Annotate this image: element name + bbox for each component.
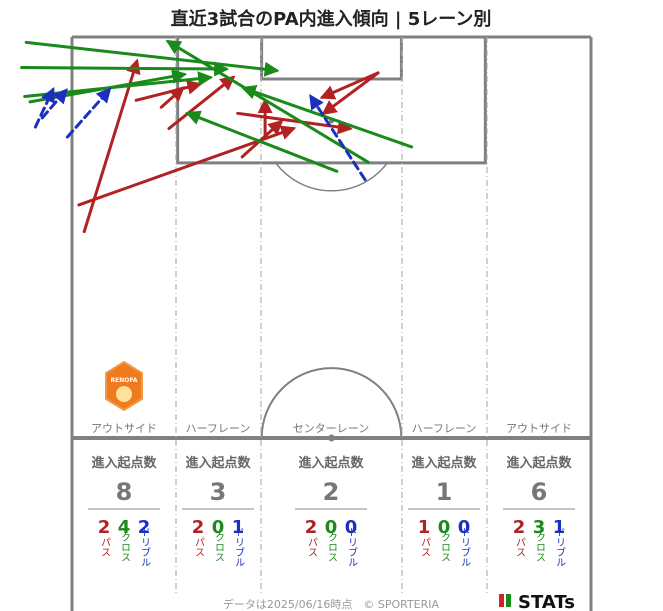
count-dribble: 1: [553, 517, 566, 538]
stats-logo-mark-red: [499, 594, 504, 607]
count-pass-label: パス: [419, 537, 431, 557]
count-cross: 0: [212, 517, 225, 538]
lane-label: アウトサイド: [506, 422, 572, 435]
lane-label: ハーフレーン: [412, 422, 477, 435]
entry-arrow-pass: [167, 75, 236, 131]
count-pass-label: パス: [99, 537, 111, 557]
count-dribble-label: ドリブル: [346, 527, 358, 567]
count-total: 2: [323, 478, 340, 506]
count-pass: 1: [418, 517, 431, 538]
entry-arrow-cross: [24, 40, 280, 77]
footer-credit: データは2025/06/16時点 © SPORTERIA: [223, 597, 440, 611]
team-logo-text: RENOFA: [111, 377, 138, 384]
count-cross-label: クロス: [119, 532, 130, 562]
entry-arrows: [20, 40, 414, 234]
centre-circle: [260, 367, 403, 439]
entry-arrow-pass: [240, 119, 284, 159]
penalty-area: [176, 37, 487, 165]
centre-spot: [328, 434, 335, 442]
count-pass: 2: [192, 517, 205, 538]
count-dribble: 0: [458, 517, 471, 538]
count-cross: 0: [438, 517, 451, 538]
count-header: 進入起点数: [298, 455, 364, 471]
entry-arrow-dribble: [40, 88, 68, 120]
entry-arrow-cross: [240, 85, 414, 149]
stats-logo: STATs: [499, 592, 575, 611]
entry-arrow-pass: [321, 71, 380, 116]
count-pass-label: パス: [306, 537, 318, 557]
count-total: 8: [116, 478, 133, 506]
lane-label: ハーフレーン: [186, 422, 251, 435]
goal-area: [260, 37, 403, 81]
count-total: 1: [436, 478, 453, 506]
entry-arrow-pass: [134, 79, 203, 102]
count-dribble-label: ドリブル: [139, 527, 151, 567]
count-cross-label: クロス: [326, 532, 337, 562]
count-dribble: 1: [232, 517, 245, 538]
count-cross-label: クロス: [213, 532, 224, 562]
count-pass-label: パス: [514, 537, 526, 557]
count-cross: 3: [533, 517, 546, 538]
count-header: 進入起点数: [411, 455, 477, 471]
stats-logo-mark-green: [506, 594, 511, 607]
stats-brand: STATs: [518, 592, 575, 611]
lane-label: アウトサイド: [91, 422, 157, 435]
team-logo: RENOFA: [105, 360, 143, 412]
lane-labels: アウトサイド ハーフレーン センターレーン ハーフレーン アウトサイド: [91, 422, 572, 435]
count-pass: 2: [305, 517, 318, 538]
entry-arrow-pass: [159, 86, 185, 109]
count-dribble-label: ドリブル: [554, 527, 566, 567]
count-cross: 4: [118, 517, 131, 538]
count-header: 進入起点数: [506, 455, 572, 471]
count-dribble: 2: [138, 517, 151, 538]
chart-title: 直近3試合のPA内進入傾向 | 5レーン別: [171, 8, 492, 30]
penalty-arc: [275, 162, 388, 192]
count-total: 3: [210, 478, 227, 506]
entry-arrow-cross: [165, 40, 370, 164]
entry-arrow-cross: [28, 69, 188, 104]
count-header: 進入起点数: [185, 455, 251, 471]
count-cross-label: クロス: [534, 532, 545, 562]
entry-arrow-pass: [319, 71, 380, 100]
lane-counts: 進入起点数82パス4クロス2ドリブル進入起点数32パス0クロス1ドリブル進入起点…: [88, 455, 575, 567]
count-dribble: 0: [345, 517, 358, 538]
count-pass: 2: [98, 517, 111, 538]
count-pass: 2: [513, 517, 526, 538]
count-cross-label: クロス: [439, 532, 450, 562]
lane-label: センターレーン: [293, 422, 369, 435]
count-dribble-label: ドリブル: [233, 527, 245, 567]
entry-arrow-pass: [82, 58, 141, 234]
entry-arrow-pass: [236, 111, 353, 135]
entry-arrow-cross: [20, 61, 230, 77]
entry-arrow-dribble: [33, 86, 55, 129]
entry-arrow-dribble: [65, 87, 112, 139]
count-total: 6: [531, 478, 548, 506]
entry-arrow-cross: [185, 110, 339, 173]
count-dribble-label: ドリブル: [459, 527, 471, 567]
count-header: 進入起点数: [91, 455, 157, 471]
count-cross: 0: [325, 517, 338, 538]
count-pass-label: パス: [193, 537, 205, 557]
entry-arrow-dribble: [309, 94, 367, 182]
